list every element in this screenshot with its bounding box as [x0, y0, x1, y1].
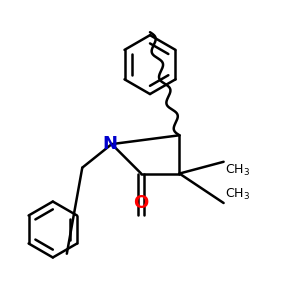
Text: O: O [134, 194, 149, 212]
Text: CH$_3$: CH$_3$ [225, 186, 250, 202]
Text: N: N [103, 135, 118, 153]
Text: CH$_3$: CH$_3$ [225, 163, 250, 178]
